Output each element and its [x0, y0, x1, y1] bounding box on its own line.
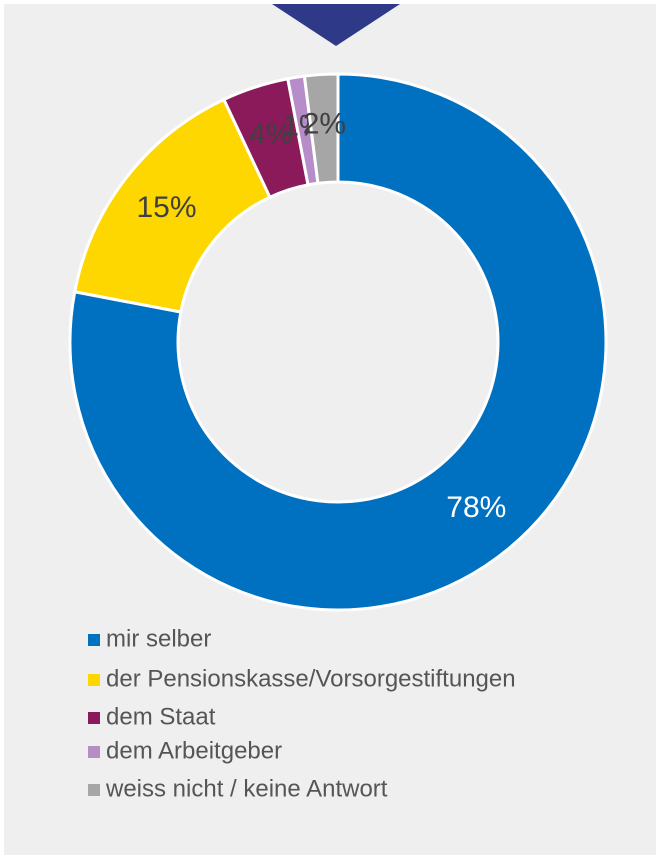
donut-segment: [302, 72, 340, 185]
legend-label: mir selber: [106, 625, 211, 652]
legend-swatch: [88, 712, 100, 724]
data-label: 2%: [303, 107, 346, 140]
data-label: 4%: [249, 118, 292, 151]
data-label: 15%: [137, 191, 197, 224]
donut-segment: [68, 72, 608, 612]
legend-label: dem Staat: [106, 703, 216, 730]
pointer: [272, 4, 400, 46]
legend-swatch: [88, 634, 100, 646]
data-label: 78%: [446, 491, 506, 524]
legend-swatch: [88, 674, 100, 686]
legend-label: der Pensionskasse/Vorsorgestiftungen: [106, 665, 516, 692]
legend-label: dem Arbeitgeber: [106, 737, 282, 764]
legend-swatch: [88, 784, 100, 796]
legend-label: weiss nicht / keine Antwort: [105, 775, 388, 802]
legend-swatch: [88, 746, 100, 758]
